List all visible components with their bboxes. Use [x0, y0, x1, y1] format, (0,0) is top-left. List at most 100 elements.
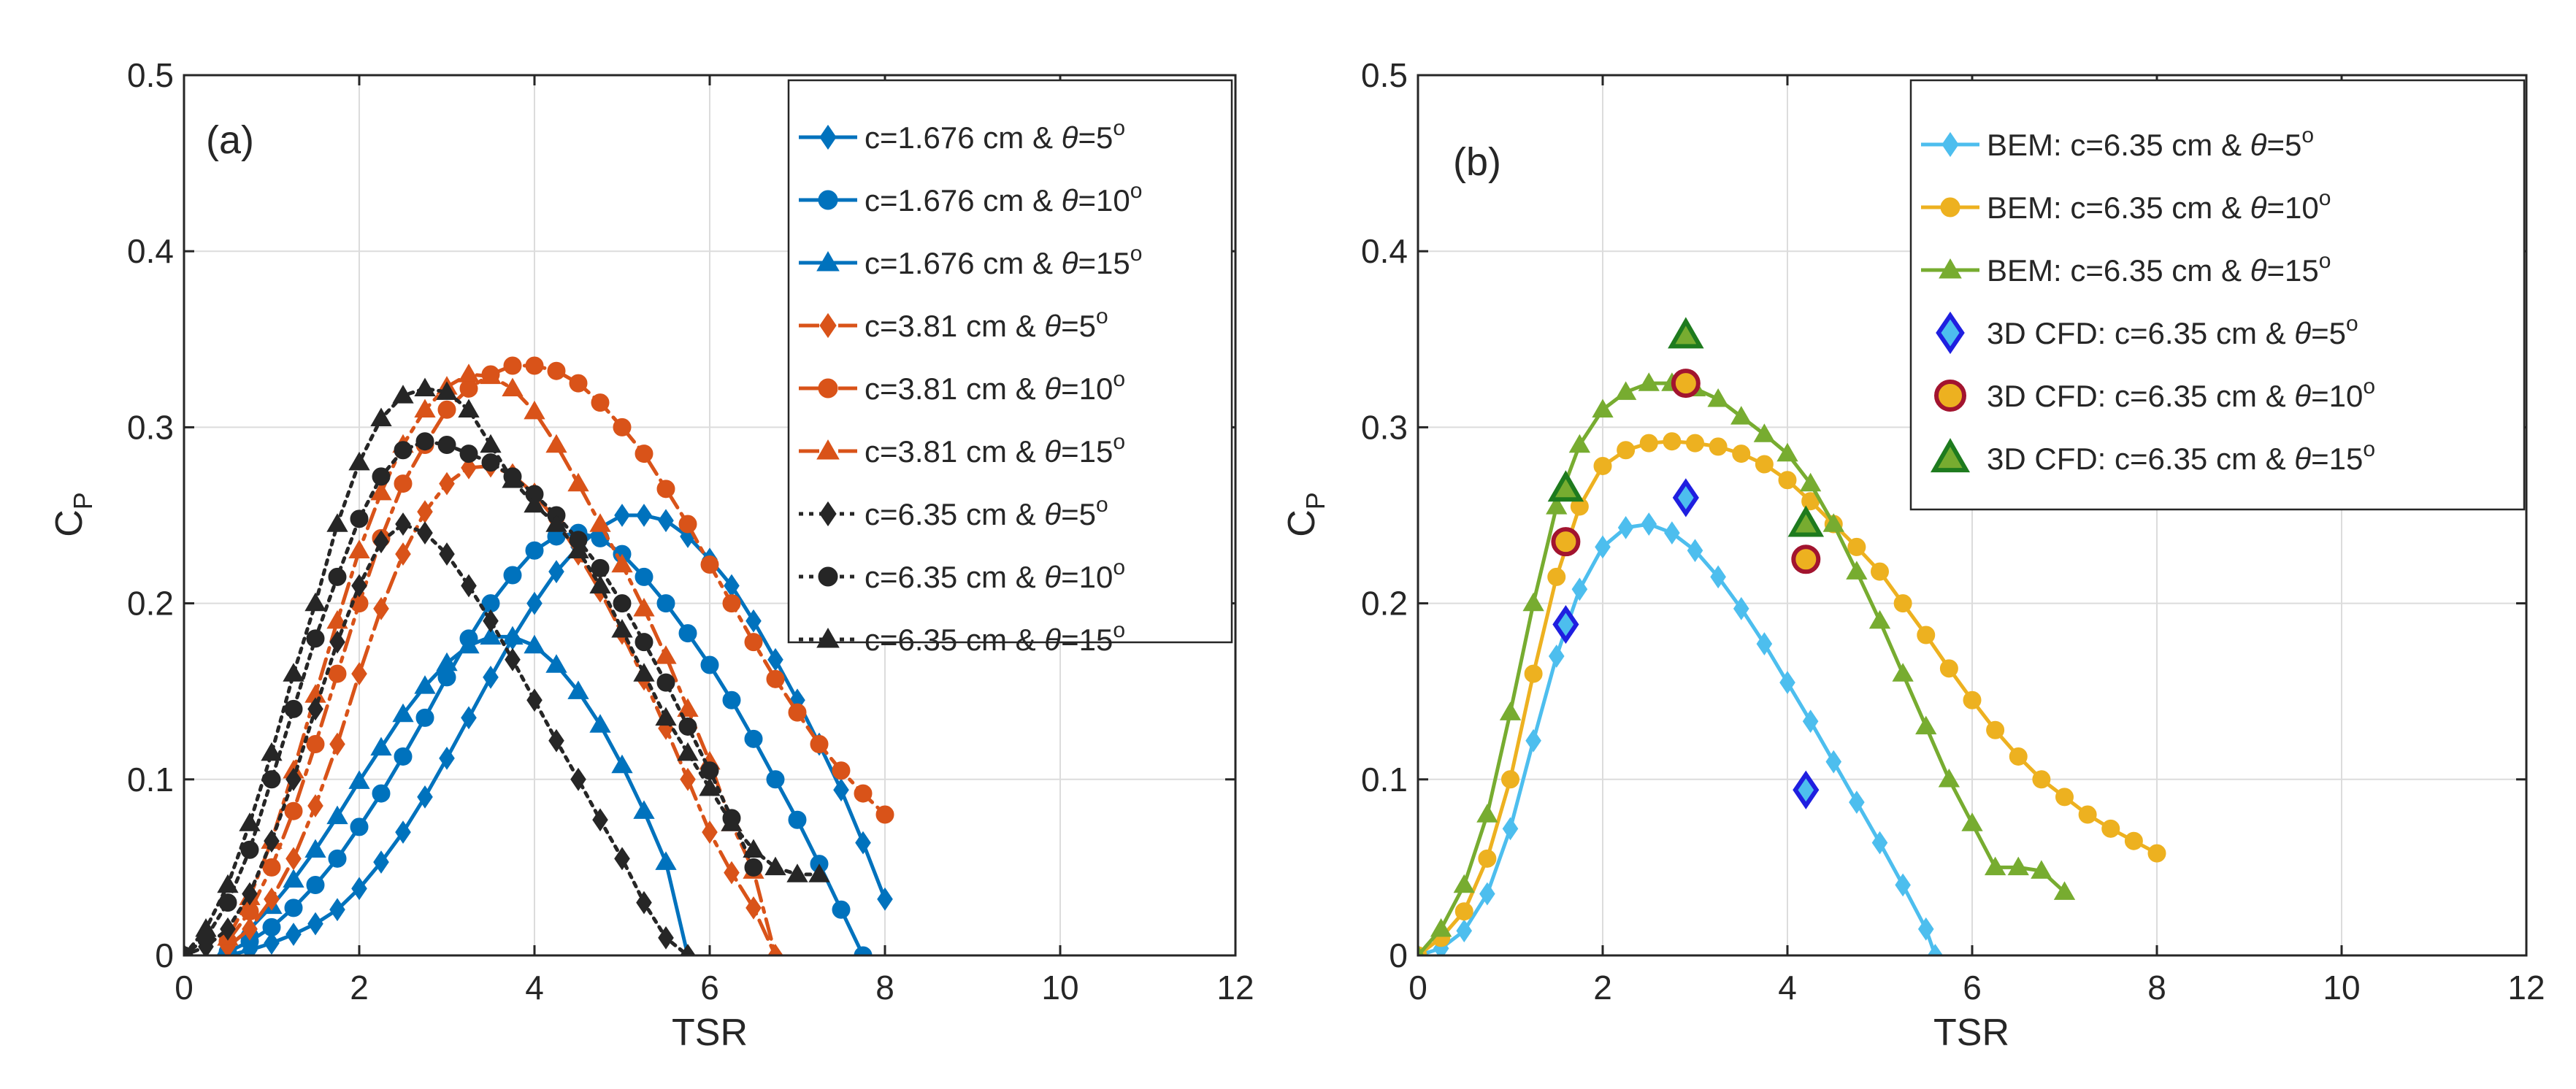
series-line	[226, 372, 778, 955]
data-point	[1849, 790, 1865, 815]
cfd-marker	[1793, 770, 1820, 809]
data-point	[414, 399, 436, 417]
data-point	[567, 539, 589, 558]
data-point	[326, 609, 348, 629]
data-point	[439, 542, 455, 566]
data-point	[329, 898, 345, 922]
data-point	[328, 849, 347, 868]
data-point	[306, 735, 325, 754]
legend-marker	[1940, 197, 1960, 218]
data-point	[437, 436, 456, 455]
data-point	[592, 808, 608, 832]
data-point	[370, 481, 392, 501]
data-point	[394, 441, 413, 460]
data-point	[458, 634, 480, 654]
data-point	[348, 451, 370, 471]
legend-item: c=6.35 cm & θ=5o	[799, 493, 1108, 531]
data-point	[1479, 882, 1495, 906]
data-point	[832, 900, 851, 919]
data-point	[1939, 659, 1958, 678]
data-point	[2147, 844, 2166, 863]
data-point	[502, 469, 524, 488]
data-point	[1454, 902, 1473, 921]
data-point	[436, 652, 458, 672]
data-point	[326, 513, 348, 532]
data-point	[1961, 812, 1983, 831]
series-0	[1418, 512, 1944, 955]
y-tick-label: 0.4	[1361, 232, 1408, 270]
data-point	[284, 699, 303, 718]
y-tick-label: 0.4	[127, 232, 174, 270]
data-point	[220, 917, 236, 941]
data-point	[392, 385, 414, 404]
data-point	[1847, 537, 1866, 556]
data-point	[395, 820, 411, 844]
data-point	[1895, 873, 1911, 897]
data-point	[1963, 690, 1982, 709]
data-point	[242, 917, 258, 941]
data-point	[2009, 747, 2028, 766]
data-point	[1499, 701, 1522, 720]
series-3	[1552, 478, 1820, 809]
data-point	[394, 747, 413, 766]
data-point	[2101, 819, 2120, 838]
data-point	[1893, 594, 1912, 613]
data-point	[1825, 750, 1842, 774]
legend: c=1.676 cm & θ=5o c=1.676 cm & θ=10o c=1.6…	[787, 79, 1233, 657]
data-point	[680, 767, 696, 791]
legend-marker	[816, 439, 840, 460]
series-line	[226, 634, 690, 955]
data-point	[526, 591, 543, 615]
data-point	[743, 839, 764, 858]
cfd-marker	[1791, 544, 1821, 574]
data-point	[394, 474, 413, 493]
data-point	[505, 647, 521, 672]
data-point	[524, 400, 545, 420]
data-point	[1546, 496, 1568, 515]
data-point	[1846, 561, 1868, 580]
data-point	[721, 812, 743, 831]
data-point	[788, 703, 807, 722]
data-point	[769, 944, 782, 955]
data-point	[459, 445, 478, 463]
data-point	[461, 706, 477, 730]
data-point	[304, 592, 326, 612]
data-point	[677, 698, 699, 717]
data-point	[414, 377, 436, 397]
data-point	[417, 785, 433, 809]
data-point	[392, 703, 414, 723]
data-point	[262, 770, 281, 789]
data-point	[1568, 434, 1591, 453]
legend-item: c=3.81 cm & θ=5o	[799, 304, 1108, 343]
legend-marker	[818, 190, 838, 210]
series-5	[1547, 317, 1825, 537]
data-point	[1709, 437, 1728, 456]
legend-marker	[816, 251, 840, 272]
data-point	[395, 512, 411, 536]
data-point	[262, 917, 281, 936]
data-point	[545, 513, 567, 532]
data-point	[1686, 434, 1704, 453]
data-point	[633, 800, 655, 819]
x-axis-label: TSR	[1933, 1012, 2009, 1054]
data-point	[373, 596, 389, 620]
data-point	[328, 664, 347, 683]
chart-panel-b: 0 2 4 6 8 10 12 0 0.1 0.2 0.3 0.4 0.5 TSR CP (b) BEM: c=…	[1281, 56, 2545, 1054]
x-tick-label: 8	[875, 969, 894, 1007]
y-tick-label: 0.2	[1361, 585, 1408, 623]
data-point	[1707, 388, 1729, 407]
data-point	[283, 869, 304, 888]
data-point	[570, 767, 586, 791]
legend-item: 3D CFD: c=6.35 cm & θ=10o	[1934, 374, 2375, 413]
data-point	[2124, 831, 2143, 850]
x-tick-label: 4	[1778, 969, 1797, 1007]
data-point	[480, 626, 502, 645]
data-point	[1524, 664, 1543, 683]
data-point	[1547, 567, 1566, 586]
data-point	[2055, 788, 2074, 807]
data-point	[611, 618, 633, 638]
legend-label: c=1.676 cm & θ=5o	[865, 116, 1125, 155]
y-tick-label: 0.5	[127, 56, 174, 94]
data-point	[351, 662, 367, 685]
y-tick-label: 0.1	[1361, 761, 1408, 799]
